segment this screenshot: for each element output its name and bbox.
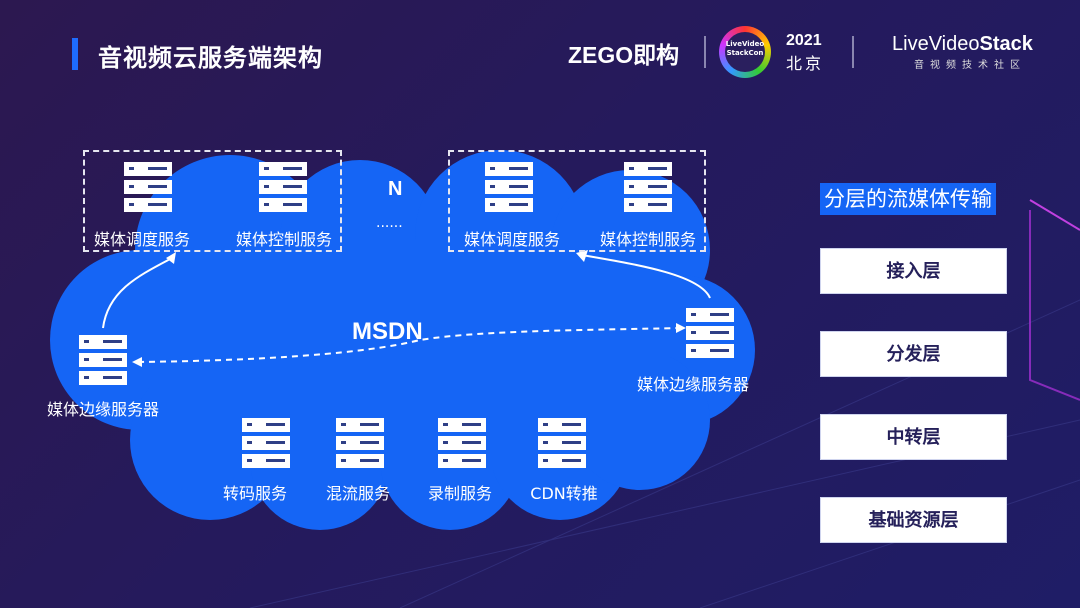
page-title: 音视频云服务端架构 (98, 44, 323, 72)
server-rack-unit (259, 198, 307, 212)
server-rack-unit (686, 326, 734, 340)
server-rack-unit (242, 436, 290, 450)
server-rack-unit (686, 344, 734, 358)
server-rack-unit (538, 418, 586, 432)
label-mixing: 混流服务 (325, 484, 391, 503)
server-rack-unit (124, 180, 172, 194)
server-rack-unit (259, 162, 307, 176)
server-rack-unit (624, 180, 672, 194)
server-icon (124, 162, 172, 216)
server-rack-unit (438, 418, 486, 432)
server-rack-unit (624, 198, 672, 212)
livevideostack-logo: LiveVideoStack (892, 33, 1033, 56)
logo-light: LiveVideo (892, 33, 980, 55)
conf-badge-text: LiveVideo StackCon (725, 32, 765, 72)
server-rack-unit (336, 454, 384, 468)
server-icon (538, 418, 586, 472)
divider (704, 36, 706, 68)
label-transcode: 转码服务 (222, 484, 288, 503)
server-icon (259, 162, 307, 216)
layer-base-resources: 基础资源层 (820, 497, 1007, 543)
server-rack-unit (538, 436, 586, 450)
label-edge-server-left: 媒体边缘服务器 (46, 400, 160, 419)
title-accent-bar (72, 38, 78, 70)
layer-access: 接入层 (820, 248, 1007, 294)
conference-year: 2021 (786, 32, 822, 49)
server-icon (242, 418, 290, 472)
msdn-label: MSDN (352, 318, 423, 345)
server-rack-unit (242, 418, 290, 432)
zego-logo: ZEGO即构 (568, 42, 680, 68)
service-group-right (448, 150, 706, 252)
server-icon (485, 162, 533, 216)
server-icon (438, 418, 486, 472)
label-cdn-relay: CDN转推 (530, 484, 598, 503)
label-dispatch-service: 媒体调度服务 (463, 230, 561, 249)
server-rack-unit (336, 418, 384, 432)
label-control-service: 媒体控制服务 (235, 230, 333, 249)
arrow-right-up (581, 254, 711, 299)
logo-subtitle: 音视频技术社区 (914, 60, 1026, 71)
server-rack-unit (336, 436, 384, 450)
ellipsis: ...... (376, 215, 403, 231)
server-rack-unit (79, 371, 127, 385)
label-recording: 录制服务 (427, 484, 493, 503)
server-icon (336, 418, 384, 472)
server-rack-unit (259, 180, 307, 194)
server-icon (624, 162, 672, 216)
conference-city: 北京 (786, 54, 825, 73)
service-group-left (83, 150, 342, 252)
divider (852, 36, 854, 68)
server-rack-unit (485, 180, 533, 194)
livevideostackcon-logo: LiveVideo StackCon (719, 26, 771, 78)
server-rack-unit (624, 162, 672, 176)
server-icon (686, 308, 734, 362)
server-rack-unit (124, 162, 172, 176)
server-rack-unit (538, 454, 586, 468)
server-rack-unit (485, 198, 533, 212)
arrow-left-up (102, 257, 173, 329)
server-rack-unit (438, 436, 486, 450)
layer-relay: 中转层 (820, 414, 1007, 460)
server-rack-unit (242, 454, 290, 468)
server-icon (79, 335, 127, 389)
server-rack-unit (124, 198, 172, 212)
server-rack-unit (438, 454, 486, 468)
label-edge-server-right: 媒体边缘服务器 (636, 375, 750, 394)
server-rack-unit (485, 162, 533, 176)
layer-distribution: 分发层 (820, 331, 1007, 377)
server-rack-unit (79, 335, 127, 349)
server-rack-unit (686, 308, 734, 322)
label-dispatch-service: 媒体调度服务 (93, 230, 191, 249)
n-label: N (388, 178, 403, 200)
server-rack-unit (79, 353, 127, 367)
logo-bold: Stack (979, 33, 1033, 55)
label-control-service: 媒体控制服务 (599, 230, 697, 249)
layers-title: 分层的流媒体传输 (820, 183, 996, 215)
